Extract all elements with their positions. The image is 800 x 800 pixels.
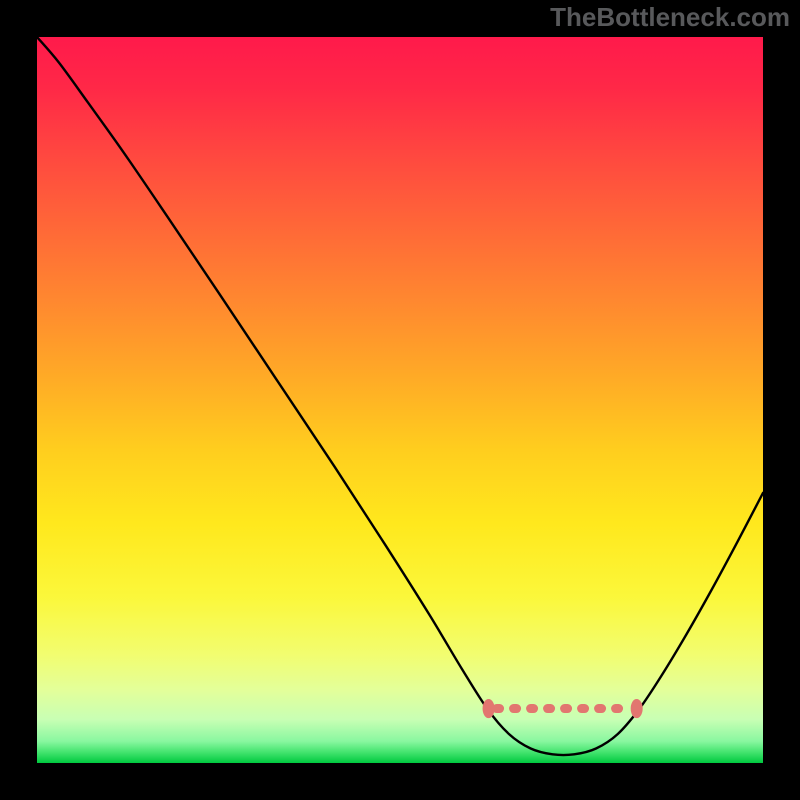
watermark-text: TheBottleneck.com [550,2,790,33]
optimal-range-endpoint [631,699,643,718]
bottleneck-curve-chart [37,37,763,763]
chart-background [37,37,763,763]
chart-frame: TheBottleneck.com [0,0,800,800]
